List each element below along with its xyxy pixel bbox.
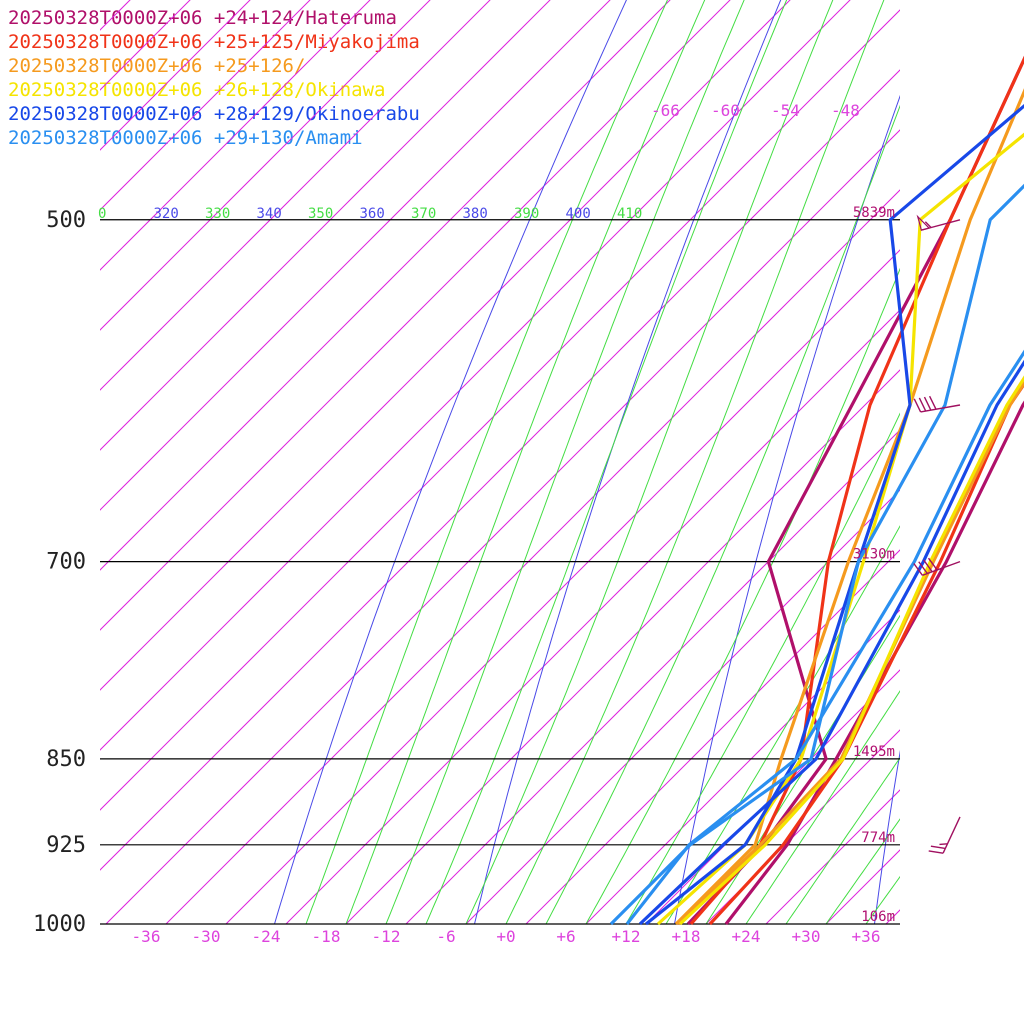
- isotherm-line: [100, 0, 131, 31]
- series-4-temperature-line: [638, 359, 1024, 926]
- series-0-temperature-line: [724, 400, 1024, 925]
- theta-label: 380: [463, 206, 488, 222]
- isotherm-line: [100, 0, 251, 151]
- axis-labels: 100150200250300500700850925100016616m142…: [33, 101, 895, 946]
- upper-isotherm-label: -54: [771, 101, 800, 120]
- temperature-tick-label: +12: [612, 927, 641, 946]
- isotherm-line: [100, 0, 671, 571]
- isotherm-line: [100, 0, 491, 391]
- wind-barbs: [913, 214, 961, 854]
- temperature-tick-label: +0: [496, 927, 515, 946]
- pressure-label-850: 850: [46, 747, 86, 772]
- wind-barb-700: [913, 557, 961, 576]
- temperature-tick-label: -36: [132, 927, 161, 946]
- theta-label: 320: [154, 206, 179, 222]
- height-label: 5839m: [853, 205, 895, 221]
- theta-label: 400: [566, 206, 591, 222]
- temperature-tick-label: -18: [312, 927, 341, 946]
- pressure-label-700: 700: [46, 550, 86, 575]
- moist-adiabat-line: [465, 0, 834, 924]
- isotherm-line: [465, 489, 900, 924]
- temperature-tick-label: -12: [372, 927, 401, 946]
- series-2-dewpoint-line: [674, 88, 1024, 926]
- upper-isotherm-label: -66: [651, 101, 680, 120]
- height-label: 774m: [861, 830, 895, 846]
- pressure-label-1000: 1000: [33, 912, 86, 937]
- wind-barb-900: [928, 816, 961, 854]
- isotherm-line: [0, 0, 1024, 924]
- temperature-tick-label: +30: [792, 927, 821, 946]
- theta-label: 410: [617, 206, 642, 222]
- sounding-series: [609, 55, 1024, 926]
- series-4-dewpoint-line: [645, 103, 1024, 926]
- upper-isotherm-label: -48: [831, 101, 860, 120]
- isotherm-line: [100, 0, 851, 751]
- temperature-tick-label: -6: [436, 927, 455, 946]
- isotherm-line: [285, 309, 900, 924]
- wind-barb-500: [916, 214, 961, 231]
- theta-label: 340: [257, 206, 282, 222]
- series-5-temperature-line: [625, 349, 1024, 925]
- isotherm-line: [100, 0, 311, 211]
- theta-label: 390: [514, 206, 539, 222]
- isotherm-line: [225, 249, 900, 924]
- temperature-tick-label: -24: [252, 927, 281, 946]
- legend-entry-point-3: 20250328T0000Z+06 +25+126/: [8, 55, 306, 77]
- series-1-dewpoint-line: [689, 55, 1024, 926]
- series-5-dewpoint-line: [609, 183, 1024, 926]
- isotherm-line: [100, 0, 371, 271]
- legend-entry-hateruma: 20250328T0000Z+06 +24+124/Hateruma: [8, 7, 397, 29]
- series-3-temperature-line: [678, 375, 1024, 926]
- theta-label: 330: [205, 206, 230, 222]
- isotherm-line: [345, 369, 900, 924]
- temperature-tick-label: -30: [192, 927, 221, 946]
- temperature-tick-label: +36: [852, 927, 881, 946]
- isotherm-line: [105, 129, 900, 924]
- background-grid: [0, 0, 1024, 924]
- theta-label: 350: [308, 206, 333, 222]
- dry-adiabat-line: [473, 0, 782, 924]
- pressure-label-500: 500: [46, 208, 86, 233]
- isotherm-line: [100, 0, 191, 91]
- isotherm-line: [0, 0, 1024, 924]
- isotherm-line: [100, 9, 900, 811]
- theta-label: 360: [360, 206, 385, 222]
- isotherm-line: [100, 0, 431, 331]
- theta-label: 0: [98, 206, 106, 222]
- chart-legend: 20250328T0000Z+06 +24+124/Hateruma 20250…: [8, 6, 420, 150]
- temperature-tick-label: +18: [672, 927, 701, 946]
- temperature-tick-label: +6: [556, 927, 575, 946]
- dry-adiabat-line: [273, 0, 627, 924]
- dry-adiabat-line: [873, 749, 900, 924]
- isotherm-line: [100, 0, 611, 511]
- legend-entry-amami: 20250328T0000Z+06 +29+130/Amami: [8, 127, 363, 149]
- legend-entry-okinoerabu: 20250328T0000Z+06 +28+129/Okinoerabu: [8, 103, 420, 125]
- height-label: 106m: [861, 909, 895, 925]
- isotherm-line: [405, 429, 900, 924]
- isotherm-line: [100, 0, 791, 691]
- height-label: 1495m: [853, 744, 895, 760]
- isotherm-line: [100, 69, 900, 871]
- series-1-temperature-line: [708, 381, 1024, 926]
- isotherm-line: [0, 0, 1024, 924]
- isotherm-line: [100, 0, 731, 631]
- isotherm-line: [0, 0, 1024, 924]
- moist-adiabat-line: [385, 0, 745, 924]
- wind-barb-600: [913, 395, 961, 413]
- isotherm-line: [705, 729, 900, 924]
- theta-label: 370: [411, 206, 436, 222]
- height-label: 3130m: [853, 547, 895, 563]
- isotherm-line: [100, 0, 551, 451]
- isotherm-line: [0, 0, 1024, 924]
- moist-adiabat-line: [705, 614, 900, 924]
- temperature-tick-label: +24: [732, 927, 761, 946]
- pressure-label-925: 925: [46, 833, 86, 858]
- upper-isotherm-label: -60: [711, 101, 740, 120]
- isotherm-line: [165, 189, 900, 924]
